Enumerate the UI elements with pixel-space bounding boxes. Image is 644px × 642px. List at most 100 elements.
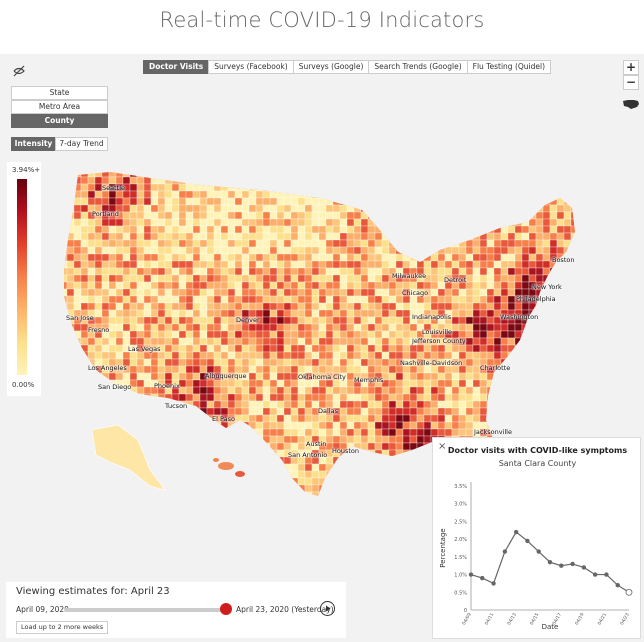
x-tick-label: 04/17 (551, 612, 563, 626)
viewing-estimates-label: Viewing estimates for: April 23 (16, 586, 170, 597)
tab-surveys-google[interactable]: Surveys (Google) (292, 60, 370, 74)
city-label: Los Angeles (88, 364, 127, 372)
x-tick-label: 04/09 (461, 612, 473, 626)
legend-max-label: 3.94%+ (12, 166, 41, 174)
city-label: Chicago (402, 289, 429, 297)
geo-button-county[interactable]: County (11, 114, 108, 128)
city-label: Memphis (354, 376, 384, 384)
city-label: Jacksonville (474, 428, 512, 436)
x-tick-label: 04/21 (596, 612, 608, 626)
city-label: El Paso (212, 415, 235, 423)
city-label: Portland (92, 210, 119, 218)
city-label: Denver (236, 316, 260, 324)
y-tick-label: 3.0% (454, 502, 467, 508)
zoom-out-button[interactable]: − (623, 75, 639, 90)
city-label: Milwaukee (392, 272, 427, 280)
city-label: San Jose (66, 314, 94, 322)
y-tick-label: 1.5% (454, 555, 467, 561)
hawaii-island (218, 462, 234, 470)
city-label: Charlotte (480, 364, 511, 372)
date-panel: Viewing estimates for: April 23 April 09… (6, 582, 346, 638)
slider-end-date: April 23, 2020 (Yesterday) (236, 605, 334, 614)
line-chart: 0 0.5% 1.0% 1.5% 2.0% 2.5% 3.0% 3.5% 04/09 04/11 0… (439, 482, 633, 631)
signal-tabs: Doctor Visits Surveys (Facebook) Surveys (… (143, 60, 551, 74)
trend-button[interactable]: 7-day Trend (55, 137, 108, 151)
city-label: Tucson (165, 402, 188, 410)
alaska (91, 424, 166, 491)
data-point (570, 561, 575, 567)
city-label: Houston (332, 447, 360, 455)
geo-button-metro-area[interactable]: Metro Area (11, 100, 108, 114)
x-tick-label: 04/11 (484, 612, 496, 626)
city-label: Phoenix (154, 382, 180, 390)
x-tick-label: 04/13 (506, 612, 518, 626)
date-slider-handle[interactable] (220, 603, 232, 615)
data-point (592, 572, 598, 577)
x-tick-label: 04/15 (529, 612, 541, 626)
chart-title: Doctor visits with COVID-like symptoms (447, 446, 628, 455)
city-label: Boston (552, 256, 575, 264)
city-label: San Antonio (288, 451, 328, 459)
chart-panel: × Doctor visits with COVID-like symptoms… (432, 437, 641, 639)
y-tick-label: 0.5% (454, 590, 467, 596)
hide-panel-icon[interactable] (12, 64, 26, 78)
data-point (615, 583, 620, 588)
color-legend: 3.94%+ 0.00% (7, 162, 41, 396)
city-label: Dallas (318, 407, 338, 415)
legend-min-label: 0.00% (12, 381, 35, 389)
data-point (468, 572, 474, 577)
tab-surveys-facebook[interactable]: Surveys (Facebook) (208, 60, 294, 74)
city-label: Las Vegas (128, 345, 161, 353)
date-slider-track[interactable] (64, 608, 226, 612)
data-point (547, 559, 553, 565)
load-more-button[interactable]: Load up to 2 more weeks (16, 621, 109, 634)
zoom-in-button[interactable]: + (623, 60, 639, 75)
chart-subtitle: Santa Clara County (498, 459, 577, 468)
y-tick-label: 1.0% (454, 573, 467, 579)
data-point (513, 529, 519, 535)
data-point (581, 565, 587, 570)
y-axis-label: Percentage (439, 528, 447, 567)
x-tick-label: 04/23 (619, 612, 631, 626)
city-label: Indianapolis (412, 313, 452, 321)
y-tick-label: 0 (464, 608, 467, 614)
city-label: Detroit (444, 276, 467, 284)
geo-button-state[interactable]: State (11, 86, 108, 100)
city-label: Philadelphia (516, 295, 556, 303)
city-label: Seattle (102, 184, 126, 192)
city-label: New York (532, 283, 562, 291)
play-button[interactable] (320, 601, 335, 616)
us-county-map[interactable] (0, 54, 644, 642)
hawaii-island (213, 458, 219, 462)
city-label: Austin (306, 440, 327, 448)
city-label: Albuquerque (205, 372, 247, 380)
x-axis-label: Date (542, 623, 559, 631)
data-point (491, 581, 496, 586)
legend-gradient-bar (17, 179, 27, 375)
y-tick-label: 2.0% (454, 537, 467, 543)
data-point (625, 588, 633, 596)
tab-search-trends-google[interactable]: Search Trends (Google) (368, 60, 468, 74)
data-point (525, 538, 530, 544)
city-label: San Diego (98, 383, 132, 391)
city-label: Washington (500, 313, 539, 321)
hawaii-island (235, 471, 245, 477)
city-label: Oklahoma City (298, 373, 346, 381)
us-map-reset-icon[interactable] (622, 95, 640, 109)
city-label: Fresno (88, 326, 110, 334)
x-tick-label: 04/19 (574, 612, 586, 626)
page-title: Real-time COVID-19 Indicators (159, 8, 485, 32)
intensity-button[interactable]: Intensity (11, 137, 56, 151)
data-point (536, 549, 541, 554)
data-point (480, 575, 485, 581)
slider-start-date: April 09, 2020 (16, 605, 69, 614)
data-point (502, 549, 508, 554)
tab-flu-testing-quidel[interactable]: Flu Testing (Quidel) (466, 60, 551, 74)
play-icon (326, 605, 331, 612)
city-label: Nashville-Davidson (400, 359, 463, 367)
close-icon[interactable]: × (438, 441, 447, 452)
tab-doctor-visits[interactable]: Doctor Visits (143, 60, 210, 74)
data-point (559, 563, 564, 568)
map-area[interactable] (0, 54, 644, 642)
city-label: Louisville (422, 328, 453, 336)
